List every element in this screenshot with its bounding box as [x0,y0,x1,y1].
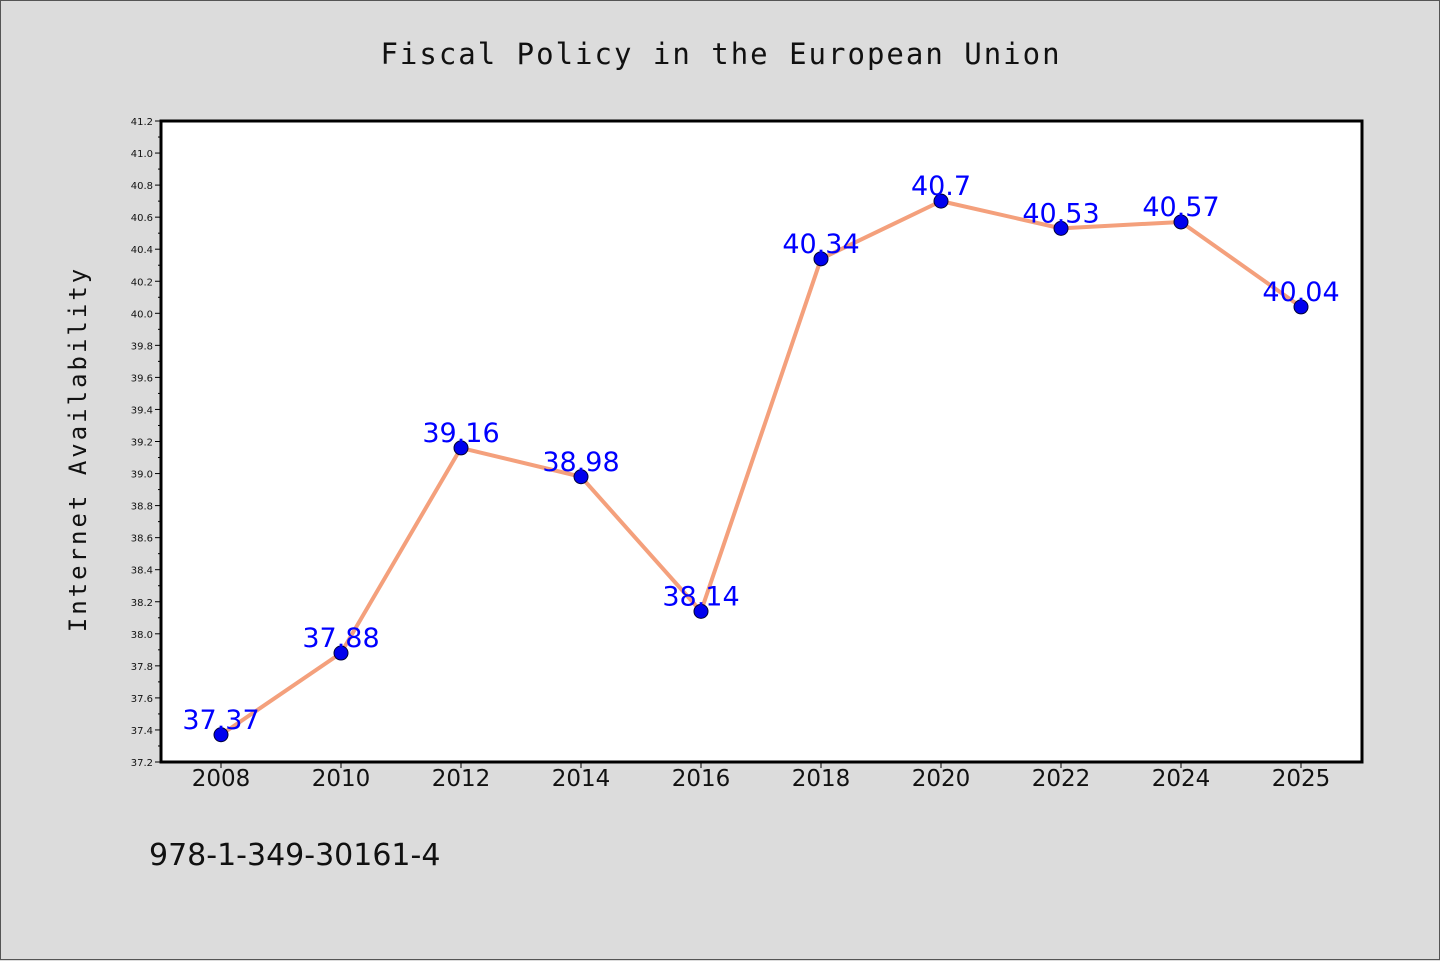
data-label: 37.88 [302,623,379,654]
data-label: 38.14 [662,581,739,612]
y-tick-label: 39.8 [131,341,153,352]
y-tick-label: 39.2 [131,438,153,449]
data-label: 40.34 [782,229,859,260]
data-point [813,251,829,267]
y-tick-label: 39.6 [131,373,153,384]
y-axis-ticks: 37.2 37.4 37.6 37.8 38.0 38.2 38.4 38.6 38.8 39.0… [131,117,161,769]
y-tick-label: 37.2 [131,758,153,769]
series-line-group [219,199,1303,737]
x-tick-label: 2018 [792,766,851,792]
data-point [333,645,349,661]
y-tick-label: 41.2 [131,117,153,128]
plot-area [161,121,1362,762]
y-tick-label: 41.0 [131,149,153,160]
data-point [453,440,469,456]
data-point [1053,220,1069,236]
data-point [1293,299,1309,315]
data-point [693,603,709,619]
data-label: 40.7 [911,171,971,202]
y-tick-label: 40.6 [131,213,153,224]
y-tick-label: 39.4 [131,405,153,416]
x-tick-label: 2022 [1032,766,1091,792]
plot-border [159,119,1364,764]
x-tick-label: 2014 [552,766,611,792]
data-markers [213,193,1309,743]
series-line [219,199,1303,737]
data-label: 40.53 [1022,198,1099,229]
x-tick-label: 2008 [192,766,251,792]
y-tick-label: 38.4 [131,566,153,577]
data-point [213,727,229,743]
x-axis-ticks: 2008 2010 2012 2014 2016 2018 2020 2022 2024 2025 [192,762,1331,792]
y-tick-label: 40.0 [131,309,153,320]
y-tick-label: 38.0 [131,630,153,641]
x-tick-label: 2010 [312,766,371,792]
x-tick-label: 2016 [672,766,731,792]
y-tick-label: 38.6 [131,534,153,545]
y-tick-label: 37.6 [131,694,153,705]
data-label: 38.98 [542,447,619,478]
chart-title: Fiscal Policy in the European Union [380,37,1061,71]
data-point [933,193,949,209]
y-tick-label: 40.8 [131,181,153,192]
data-label: 40.57 [1142,192,1219,223]
y-tick-label: 37.4 [131,726,153,737]
data-labels: 37.37 37.88 39.16 38.98 38.14 40.34 40.7 40.53 4… [182,171,1339,736]
data-point [1173,214,1189,230]
y-axis-label: Internet Availability [64,266,92,632]
x-tick-label: 2025 [1272,766,1331,792]
data-label: 40.04 [1262,277,1339,308]
x-tick-label: 2012 [432,766,491,792]
isbn-text: 978-1-349-30161-4 [149,838,440,873]
y-tick-label: 37.8 [131,662,153,673]
data-label: 39.16 [422,418,499,449]
y-tick-label: 40.4 [131,245,153,256]
data-label: 37.37 [182,705,259,736]
y-tick-label: 38.8 [131,502,153,513]
y-tick-label: 38.2 [131,598,153,609]
x-tick-label: 2024 [1152,766,1211,792]
x-tick-label: 2020 [912,766,971,792]
data-point [573,469,589,485]
y-tick-label: 40.2 [131,277,153,288]
y-tick-label: 39.0 [131,470,153,481]
